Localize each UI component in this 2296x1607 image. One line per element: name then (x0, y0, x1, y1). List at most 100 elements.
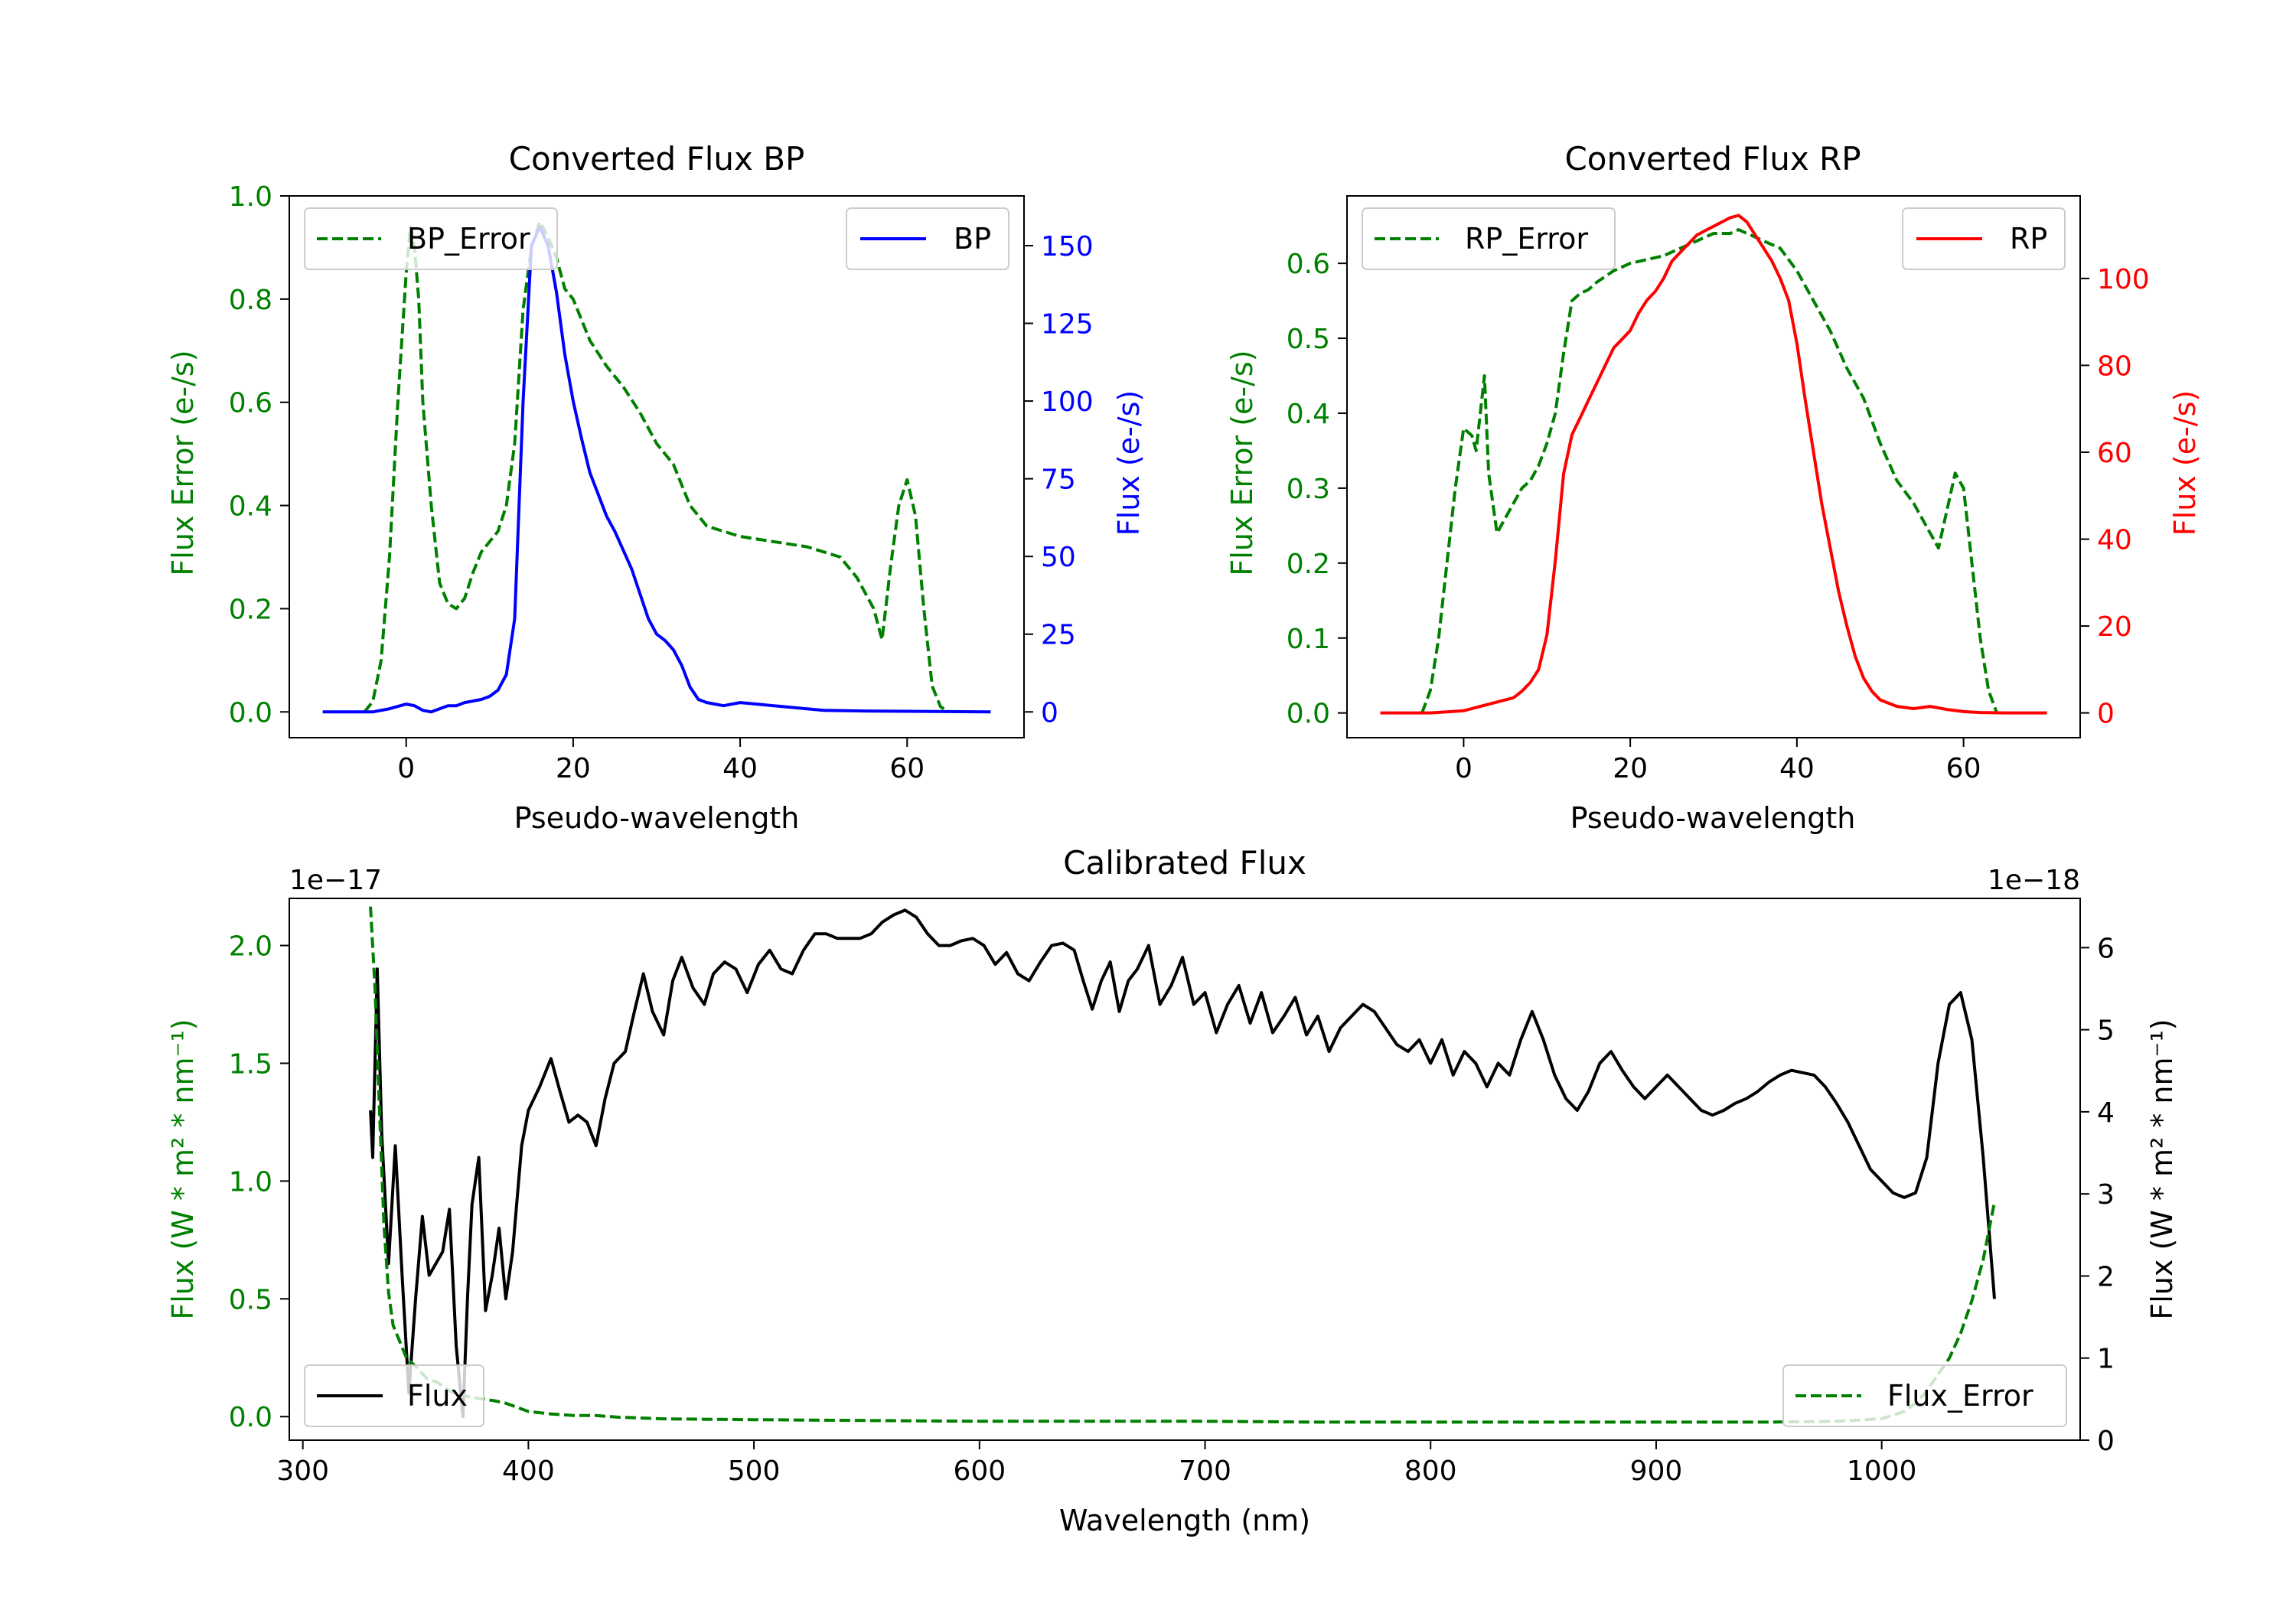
rp-legend-left: RP_Error (1362, 207, 1616, 270)
cal-offset-left: 1e−17 (289, 865, 382, 896)
rp-xtick-label: 60 (1946, 753, 1981, 784)
rp-legend-right-label: RP (2010, 222, 2047, 256)
bp-axes-frame (289, 195, 1025, 738)
bp-ytick-right-label: 25 (1041, 620, 1076, 651)
rp-ytick-left-label: 0.2 (1287, 549, 1330, 580)
rp-ytick-right-label: 100 (2097, 264, 2150, 295)
bp-legend-right-label: BP (954, 222, 991, 256)
bp-ytick-right-label: 125 (1041, 309, 1094, 341)
cal-ytick-right-label: 2 (2097, 1261, 2115, 1292)
cal-axes-frame (289, 898, 2081, 1441)
bp-ytick-right-label: 0 (1041, 697, 1058, 729)
rp-xtick-label: 40 (1779, 753, 1815, 784)
rp-xtick-label: 0 (1455, 753, 1473, 784)
bp-legend-left-label: BP_Error (407, 222, 530, 256)
rp-ytick-left-label: 0.3 (1287, 474, 1330, 505)
bp-ytick-right-label: 75 (1041, 464, 1076, 496)
bp-xlabel: Pseudo-wavelength (514, 801, 800, 835)
cal-xtick-label: 900 (1630, 1455, 1683, 1487)
cal-ytick-left-label: 0.5 (229, 1284, 272, 1315)
bp-ytick-left-label: 0.8 (229, 285, 272, 316)
cal-xtick-label: 500 (728, 1455, 781, 1487)
bp-plot-lines (322, 220, 991, 714)
cal-ytick-right-label: 3 (2097, 1179, 2115, 1211)
bp-ytick-left-label: 0.6 (229, 388, 272, 419)
bp-ytick-left-label: 0.0 (229, 697, 272, 729)
rp-ytick-right-label: 60 (2097, 438, 2132, 469)
rp-legend-right-box (1902, 207, 2066, 270)
bp-ytick-right-label: 50 (1041, 542, 1076, 573)
rp-ylabel-right: Flux (e-/s) (2168, 390, 2202, 536)
rp-ytick-left-label: 0.1 (1287, 624, 1330, 655)
bp-legend-right: BP (846, 207, 1009, 270)
cal-xtick-label: 600 (953, 1455, 1006, 1487)
bp-ytick-left-label: 1.0 (229, 181, 272, 213)
rp-ticks: 0 20 40 60 0.0 0.1 0.2 0.3 0.4 0.5 0.6 0 20 40 60 80 100 (1287, 249, 2150, 784)
rp-ytick-left-label: 0.0 (1287, 699, 1330, 730)
bp-ticks: 0 20 40 60 0.0 0.2 0.4 0.6 0.8 1.0 0 25 50 75 100 125 15… (229, 181, 1094, 784)
cal-legend-left: Flux (304, 1364, 484, 1427)
rp-plot-lines (1380, 214, 2047, 715)
cal-ytick-left-label: 1.5 (229, 1048, 272, 1080)
rp-title: Converted Flux RP (1564, 140, 1861, 178)
rp-ylabel-left: Flux Error (e-/s) (1225, 350, 1259, 575)
bp-xtick-label: 40 (722, 753, 758, 784)
bp-flux-series-line (322, 225, 991, 714)
rp-ytick-left-label: 0.5 (1287, 324, 1330, 355)
rp-legend-left-box (1362, 207, 1616, 270)
cal-ytick-right-label: 1 (2097, 1344, 2115, 1375)
bp-title: Converted Flux BP (509, 140, 805, 178)
cal-offset-right: 1e−18 (1988, 865, 2080, 896)
cal-ytick-right-label: 6 (2097, 933, 2115, 964)
cal-flux-series-line (369, 908, 1996, 1419)
rp-ytick-left-label: 0.4 (1287, 399, 1330, 430)
cal-legend-right: Flux_Error (1782, 1364, 2067, 1427)
bp-ylabel-left: Flux Error (e-/s) (166, 350, 200, 575)
cal-xtick-label: 700 (1179, 1455, 1231, 1487)
rp-xlabel: Pseudo-wavelength (1570, 801, 1856, 835)
cal-title: Calibrated Flux (1063, 844, 1306, 882)
bp-error-series-line (363, 220, 950, 713)
cal-ylabel-right: Flux (W * m² * nm⁻¹) (2145, 1019, 2179, 1319)
cal-ylabel-left: Flux (W * m² * nm⁻¹) (166, 1019, 200, 1319)
panel-bp: Converted Flux BP Pseudo-wavelength Flux… (166, 140, 1146, 835)
rp-ytick-right-label: 40 (2097, 525, 2132, 556)
bp-xtick-label: 60 (889, 753, 925, 784)
rp-legend-right: RP (1902, 207, 2066, 270)
bp-legend-right-box (846, 207, 1009, 270)
cal-ytick-left-label: 2.0 (229, 931, 272, 963)
cal-legend-right-box (1782, 1364, 2067, 1427)
cal-legend-left-label: Flux (407, 1379, 468, 1413)
cal-ytick-left-label: 1.0 (229, 1166, 272, 1198)
cal-ytick-right-label: 5 (2097, 1015, 2115, 1047)
rp-flux-series-line (1380, 214, 2047, 715)
bp-xtick-label: 0 (397, 753, 415, 784)
cal-ytick-right-label: 4 (2097, 1097, 2115, 1129)
cal-ticks: 300 400 500 600 700 800 900 1000 0.0 0.5 1.0 1.5 2.0… (229, 931, 2115, 1487)
rp-ytick-left-label: 0.6 (1287, 249, 1330, 280)
cal-xlabel: Wavelength (nm) (1059, 1504, 1310, 1537)
cal-legend-left-box (304, 1364, 484, 1427)
rp-ytick-right-label: 0 (2097, 699, 2115, 730)
rp-ytick-right-label: 80 (2097, 350, 2132, 382)
cal-ytick-right-label: 0 (2097, 1426, 2115, 1457)
cal-xtick-label: 400 (502, 1455, 555, 1487)
cal-ytick-left-label: 0.0 (229, 1402, 272, 1433)
bp-ytick-left-label: 0.2 (229, 594, 272, 625)
rp-axes-frame (1346, 195, 2081, 738)
bp-ylabel-right: Flux (e-/s) (1112, 390, 1146, 536)
rp-error-series-line (1420, 228, 1998, 714)
rp-ytick-right-label: 20 (2097, 611, 2132, 643)
cal-xtick-label: 300 (276, 1455, 329, 1487)
bp-ytick-right-label: 100 (1041, 386, 1094, 418)
panel-calibrated: Calibrated Flux Wavelength (nm) Flux (W … (166, 844, 2179, 1537)
cal-legend-right-label: Flux_Error (1887, 1379, 2033, 1413)
bp-legend-left: BP_Error (304, 207, 558, 270)
panel-rp: Converted Flux RP Pseudo-wavelength Flux… (1225, 140, 2202, 835)
bp-xtick-label: 20 (556, 753, 591, 784)
bp-ytick-left-label: 0.4 (229, 491, 272, 523)
rp-xtick-label: 20 (1613, 753, 1648, 784)
cal-xtick-label: 1000 (1847, 1455, 1917, 1487)
bp-legend-left-box (304, 207, 558, 270)
